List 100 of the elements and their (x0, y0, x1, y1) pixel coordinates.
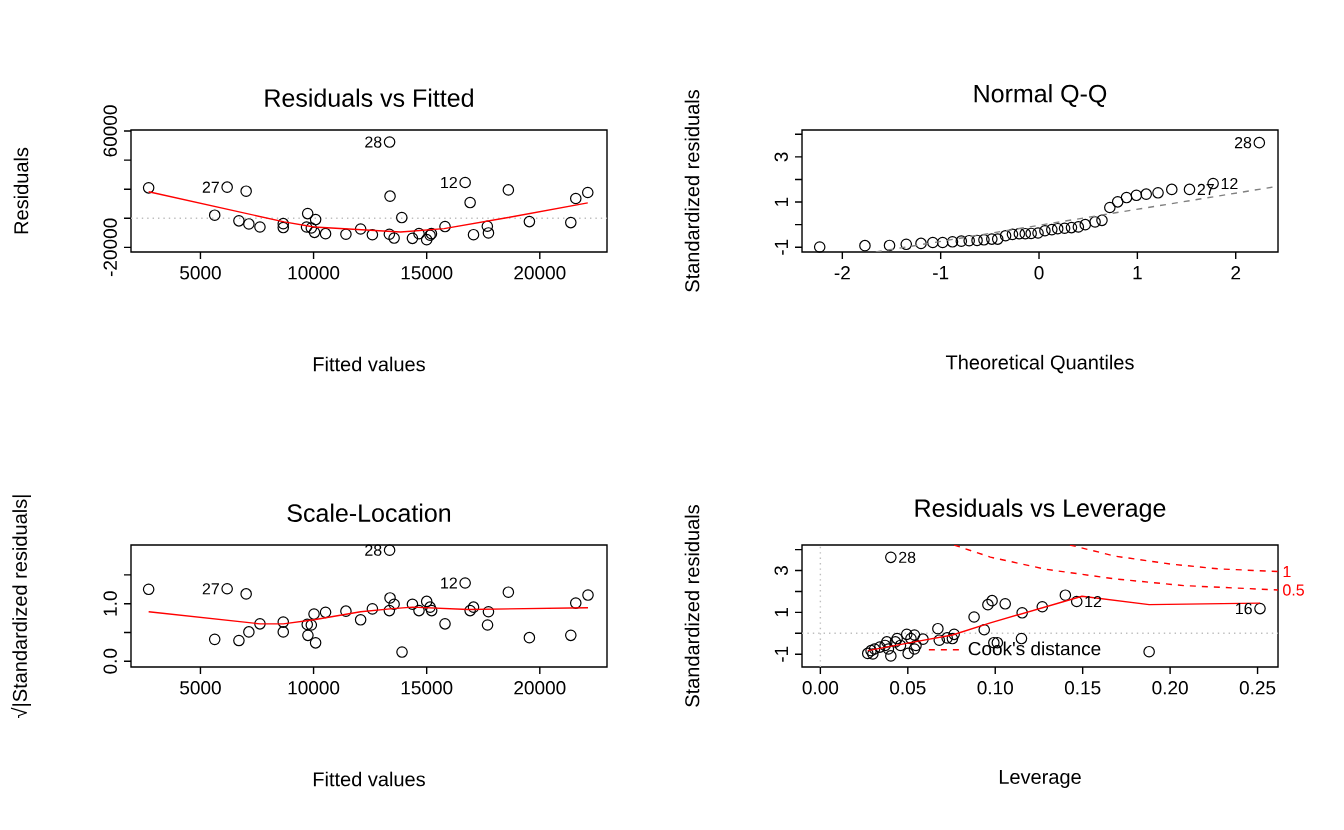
point (948, 628, 960, 641)
x-tick-label: -1 (933, 266, 949, 280)
point (277, 221, 290, 234)
x-tick-label: 15000 (401, 266, 453, 280)
point (1070, 595, 1083, 608)
point (413, 227, 425, 240)
point (240, 185, 252, 198)
x-tick-label: 0.25 (1239, 681, 1276, 695)
chart-title: Scale-Location (287, 503, 451, 522)
point (569, 597, 582, 609)
point (946, 632, 959, 645)
y-tick-label: 0.0 (103, 648, 117, 674)
point (1111, 196, 1124, 208)
point (406, 598, 419, 611)
point (1096, 214, 1108, 227)
point (582, 589, 594, 601)
point (1065, 221, 1078, 234)
point (1152, 187, 1164, 199)
x-tick-label: 0.20 (1152, 681, 1188, 695)
point (396, 211, 408, 224)
point (905, 632, 917, 645)
annotation: 12 (1085, 595, 1102, 608)
point (565, 216, 577, 229)
point (439, 618, 451, 630)
point (1016, 607, 1028, 619)
point (968, 611, 980, 623)
x-axis-title: Theoretical Quantiles (945, 354, 1134, 374)
x-tick-label: 20000 (514, 681, 566, 695)
x-tick-label: -2 (834, 266, 850, 280)
point (254, 221, 266, 233)
point (1058, 222, 1071, 235)
point (254, 618, 266, 630)
point (221, 181, 233, 193)
point (439, 220, 451, 233)
legend-label: Cook's distance (968, 641, 1101, 656)
y-tick-label: 3 (774, 566, 788, 576)
point (464, 604, 476, 617)
point (1130, 189, 1143, 202)
point (305, 222, 318, 234)
line-series (147, 191, 589, 233)
x-tick-label: 0.00 (802, 681, 839, 695)
y-axis-title: Residuals (13, 147, 29, 234)
point (813, 241, 826, 253)
point (309, 637, 322, 649)
point (861, 647, 874, 660)
point (482, 605, 495, 618)
point (309, 213, 322, 226)
point (420, 233, 433, 246)
point (881, 636, 893, 648)
x-tick-label: 0 (1034, 266, 1044, 280)
point (1143, 645, 1155, 658)
point (354, 614, 367, 626)
y-axis-title: Standardized residuals (684, 505, 700, 707)
point (932, 622, 944, 635)
point (208, 633, 221, 646)
point (277, 616, 290, 628)
annotation: 27 (202, 583, 219, 595)
point (396, 646, 408, 658)
annotation: 28 (365, 136, 382, 148)
annotation: 28 (1234, 136, 1252, 149)
point (978, 233, 990, 246)
annotation: 12 (1221, 177, 1238, 190)
point (340, 605, 352, 617)
point (502, 184, 515, 196)
point (955, 235, 968, 247)
point (413, 604, 425, 617)
annotation: 0.5 (1283, 584, 1304, 596)
point (467, 228, 480, 241)
annotation: 1 (1283, 566, 1291, 578)
point (963, 234, 975, 247)
point (354, 223, 367, 235)
y-tick-label: -1 (774, 646, 788, 662)
point (1059, 589, 1072, 602)
point (319, 227, 332, 240)
y-axis-title: √|Standardized residuals| (10, 495, 32, 718)
point (481, 220, 494, 233)
y-tick-label: 1 (774, 197, 788, 206)
x-tick-label: 0.10 (977, 681, 1013, 695)
point (1140, 188, 1153, 200)
chart-title: Normal Q-Q (974, 84, 1107, 107)
point (301, 207, 314, 220)
point (301, 618, 314, 631)
point (305, 619, 318, 631)
point (300, 221, 313, 233)
y-tick-label: -1 (774, 239, 788, 255)
point (927, 236, 939, 249)
point (1104, 201, 1116, 214)
point (383, 228, 396, 241)
point (302, 629, 314, 642)
point (1046, 223, 1058, 236)
point (941, 632, 953, 644)
point (891, 632, 903, 645)
x-tick-label: 20000 (514, 266, 566, 280)
x-tick-label: 5000 (180, 266, 221, 280)
point (894, 639, 907, 652)
point (459, 176, 471, 189)
point (425, 604, 438, 617)
point (986, 233, 998, 245)
y-tick-label: 1 (774, 608, 788, 617)
point (221, 582, 233, 595)
